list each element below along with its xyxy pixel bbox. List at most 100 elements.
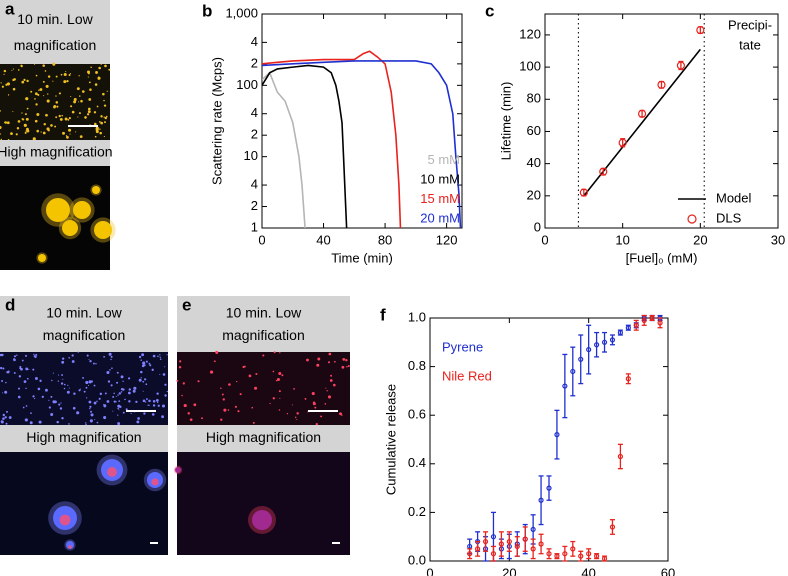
particle	[88, 380, 92, 384]
particle	[164, 383, 167, 386]
particle	[66, 390, 70, 394]
particle	[138, 355, 142, 359]
y-tick-label: 0.8	[408, 358, 426, 373]
particle	[102, 92, 105, 96]
error-bar	[506, 531, 512, 552]
particle	[88, 98, 92, 101]
particle	[48, 406, 51, 409]
particle	[12, 78, 15, 82]
particle	[116, 371, 119, 374]
caption-line: 10 min. Low	[46, 305, 122, 321]
particle	[151, 413, 155, 416]
particle	[127, 377, 131, 380]
panel-label: a	[5, 0, 15, 18]
marker	[601, 555, 608, 562]
particle	[50, 124, 53, 127]
y-tick-label: 20	[527, 187, 541, 202]
particle	[94, 135, 97, 138]
particle	[0, 110, 1, 112]
particle	[96, 400, 98, 403]
particle	[73, 392, 76, 395]
particle	[18, 375, 22, 378]
particle	[63, 387, 66, 390]
marker	[554, 432, 560, 438]
particle	[58, 403, 61, 406]
particle	[316, 363, 320, 367]
y-tick-label: 0.2	[408, 504, 426, 519]
particle	[135, 400, 138, 404]
particle	[64, 117, 68, 121]
particle	[306, 358, 309, 362]
micrograph	[177, 352, 350, 425]
particle	[90, 410, 92, 413]
y-tick-label: 60	[527, 123, 541, 138]
particle	[88, 400, 92, 404]
marker	[522, 536, 528, 542]
particle	[136, 420, 140, 424]
particle	[34, 397, 36, 400]
particle	[118, 392, 122, 395]
error-bar	[546, 548, 552, 560]
particle	[85, 386, 88, 389]
x-tick-label: 0	[541, 232, 548, 247]
particle	[79, 135, 83, 138]
particle	[144, 364, 146, 366]
legend-swatch	[687, 214, 697, 224]
particle	[327, 395, 332, 399]
particle	[86, 113, 90, 116]
particle	[50, 395, 53, 398]
plot-frame	[544, 13, 779, 229]
series-line	[262, 50, 402, 228]
particle	[58, 114, 61, 118]
particle	[228, 383, 231, 386]
y-tick-label: 4	[251, 105, 258, 120]
particle	[159, 354, 161, 356]
particle	[40, 131, 42, 133]
particle	[45, 84, 49, 88]
particle	[156, 392, 159, 395]
particle	[252, 421, 255, 424]
particle	[73, 98, 77, 102]
particle	[78, 389, 81, 392]
particle	[235, 380, 238, 383]
marker	[633, 322, 639, 328]
marker	[482, 538, 489, 545]
particle	[21, 359, 24, 362]
particle	[38, 254, 46, 262]
caption-bg	[177, 296, 350, 352]
panel-label: e	[182, 295, 191, 314]
particle	[55, 101, 59, 104]
particle	[132, 389, 136, 393]
particle	[25, 97, 29, 101]
particle	[215, 350, 219, 354]
marker	[657, 80, 666, 89]
particle	[89, 419, 93, 423]
y-tick-label: 1	[251, 219, 258, 234]
particle	[104, 116, 107, 120]
particle	[149, 364, 152, 367]
x-tick-label: 40	[581, 565, 595, 576]
particle	[61, 360, 65, 364]
particle	[18, 387, 20, 390]
annotation: Precipi-	[728, 17, 772, 32]
particle	[103, 99, 105, 102]
particle	[328, 352, 332, 356]
particle	[26, 129, 30, 133]
particle	[55, 95, 57, 97]
particle	[239, 393, 242, 396]
marker	[546, 485, 552, 491]
particle	[122, 380, 124, 382]
particle	[43, 122, 46, 126]
caption-bg	[0, 296, 168, 352]
marker	[609, 337, 616, 343]
particle	[90, 413, 94, 417]
annotation: tate	[739, 37, 761, 52]
particle	[330, 374, 333, 377]
particle	[133, 386, 137, 390]
particle	[117, 407, 119, 410]
particle	[61, 374, 64, 376]
particle	[159, 373, 161, 375]
marker	[579, 188, 588, 197]
y-tick-label: 40	[527, 155, 541, 170]
y-tick-label: 4	[251, 34, 258, 49]
